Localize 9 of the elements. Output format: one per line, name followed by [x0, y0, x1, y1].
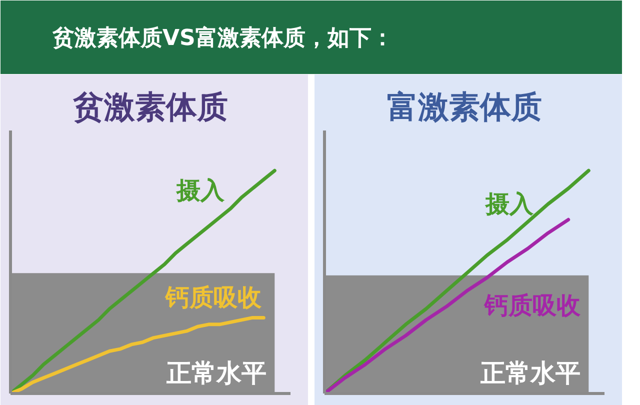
text: 贫激素体质VS富激素体质，如下： — [52, 25, 394, 51]
series-label: 钙质吸收 — [483, 292, 582, 320]
series-label: 钙质吸收 — [164, 284, 263, 312]
series-label: 摄入 — [484, 190, 535, 218]
band-label: 正常水平 — [166, 358, 267, 388]
series-label: 摄入 — [176, 176, 226, 205]
chart-title: 富激素体质 — [387, 90, 542, 126]
chart-title: 贫激素体质 — [72, 90, 228, 126]
band-label: 正常水平 — [480, 358, 581, 388]
